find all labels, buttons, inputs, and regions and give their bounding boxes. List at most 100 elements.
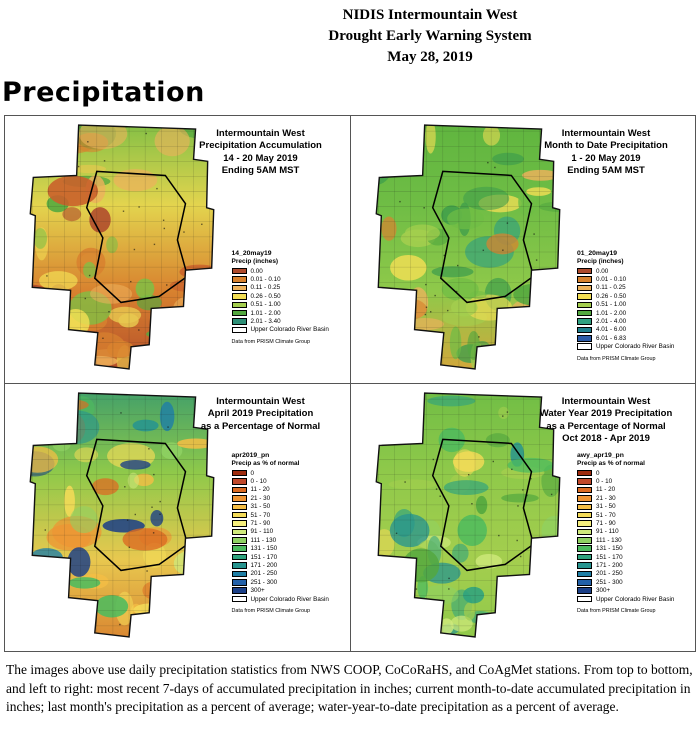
legend-rows: 0.00 0.01 - 0.10 0.11 - 0.25 0.26 - 0.50 0.5… bbox=[577, 267, 681, 343]
legend-row: 71 - 90 bbox=[231, 519, 336, 528]
legend-row: 0.51 - 1.00 bbox=[577, 301, 681, 309]
legend-row: 11 - 20 bbox=[231, 486, 336, 494]
legend-entry-label: 91 - 110 bbox=[250, 528, 274, 536]
legend-basin-label: Upper Colorado River Basin bbox=[250, 595, 329, 603]
legend-row: 91 - 110 bbox=[577, 528, 681, 536]
legend-entry-label: 51 - 70 bbox=[596, 511, 616, 519]
legend-basin-swatch bbox=[231, 326, 247, 334]
legend-source: Data from PRISM Climate Group bbox=[231, 339, 311, 346]
map-title-line: Ending 5AM MST bbox=[221, 165, 300, 177]
legend-swatch bbox=[577, 562, 592, 569]
legend-label: Precip as % of normal bbox=[577, 460, 645, 467]
legend-row: 1.01 - 2.00 bbox=[577, 309, 681, 317]
legend-source: Data from PRISM Climate Group bbox=[231, 608, 311, 615]
map-panel: Intermountain West Precipitation Accumula… bbox=[5, 116, 350, 383]
legend-entry-label: 300+ bbox=[250, 587, 265, 595]
legend-basin-row: Upper Colorado River Basin bbox=[577, 343, 681, 351]
legend-swatch bbox=[231, 309, 247, 317]
map-title-line: Intermountain West bbox=[216, 396, 305, 407]
legend-entry-label: 201 - 250 bbox=[250, 570, 278, 578]
legend-swatch bbox=[231, 545, 247, 552]
legend-swatch bbox=[577, 276, 592, 283]
legend-entry-label: 6.01 - 6.83 bbox=[596, 334, 627, 342]
legend-row: 2.01 - 4.00 bbox=[577, 317, 681, 325]
map-title-line: Water Year 2019 Precipitation bbox=[539, 408, 673, 420]
legend-swatch bbox=[577, 318, 592, 325]
map-panel: Intermountain West Month to Date Precipit… bbox=[350, 116, 695, 383]
section-title: Precipitation bbox=[2, 77, 205, 108]
legend-swatch bbox=[577, 284, 592, 292]
precipitation-map bbox=[29, 124, 215, 370]
precipitation-map bbox=[29, 392, 215, 638]
legend-swatch bbox=[231, 511, 247, 519]
map-title: Intermountain West April 2019 Precipitati… bbox=[180, 396, 342, 433]
legend-row: 111 - 130 bbox=[577, 536, 681, 544]
legend-swatch bbox=[577, 570, 592, 578]
legend-swatch bbox=[231, 570, 247, 578]
header-line-1: NIDIS Intermountain West bbox=[342, 7, 518, 23]
map-panel: Intermountain West Water Year 2019 Precip… bbox=[350, 384, 695, 651]
legend-swatch bbox=[231, 293, 247, 300]
legend-entry-label: 131 - 150 bbox=[596, 545, 623, 553]
legend-row: 91 - 110 bbox=[231, 528, 336, 536]
map-title-line: 14 - 20 May 2019 bbox=[223, 152, 298, 164]
legend-swatch bbox=[577, 587, 592, 594]
legend-entry-label: 251 - 300 bbox=[596, 578, 623, 586]
legend-swatch bbox=[231, 495, 247, 502]
legend-entry-label: 201 - 250 bbox=[596, 570, 623, 578]
legend-entry-label: 0.00 bbox=[596, 267, 609, 275]
legend-row: 131 - 150 bbox=[231, 545, 336, 553]
legend-swatch bbox=[577, 335, 592, 342]
legend-row: 131 - 150 bbox=[577, 545, 681, 553]
legend-basin-row: Upper Colorado River Basin bbox=[231, 326, 336, 334]
legend-row: 31 - 50 bbox=[231, 503, 336, 511]
legend-entry-label: 71 - 90 bbox=[250, 520, 271, 528]
legend-entry-label: 0.51 - 1.00 bbox=[250, 301, 281, 309]
legend-row: 0.26 - 0.50 bbox=[577, 292, 681, 300]
legend-row: 151 - 170 bbox=[231, 553, 336, 561]
legend-row: 300+ bbox=[231, 586, 336, 595]
legend-entry-label: 171 - 200 bbox=[250, 561, 278, 569]
legend-row: 2.01 - 3.40 bbox=[231, 317, 336, 325]
map-title-line: Ending 5AM MST bbox=[567, 165, 645, 177]
legend-entry-label: 151 - 170 bbox=[596, 553, 623, 561]
legend-entry-label: 111 - 130 bbox=[596, 536, 622, 544]
legend-row: 0.11 - 0.25 bbox=[231, 284, 336, 292]
legend-swatch bbox=[231, 478, 247, 485]
legend-row: 0.26 - 0.50 bbox=[231, 292, 336, 300]
legend-entry-label: 0 - 10 bbox=[250, 478, 267, 486]
legend-entry-label: 0 bbox=[596, 469, 600, 477]
header-line-3: May 28, 2019 bbox=[387, 49, 473, 65]
legend-swatch bbox=[231, 503, 247, 510]
legend-swatch bbox=[231, 579, 247, 586]
legend-entry-label: 11 - 20 bbox=[596, 486, 616, 494]
legend-entry-label: 251 - 300 bbox=[250, 578, 278, 586]
legend-swatch bbox=[231, 528, 247, 536]
legend-row: 21 - 30 bbox=[577, 494, 681, 502]
legend-entry-label: 171 - 200 bbox=[596, 561, 623, 569]
legend-row: 300+ bbox=[577, 586, 681, 594]
legend-swatch bbox=[231, 486, 247, 494]
legend-swatch bbox=[231, 553, 247, 561]
legend-entry-label: 31 - 50 bbox=[250, 503, 271, 511]
legend-entry-label: 0.01 - 0.10 bbox=[596, 276, 627, 284]
legend-swatch bbox=[577, 478, 592, 485]
legend-row: 51 - 70 bbox=[231, 511, 336, 519]
map-panel: Intermountain West April 2019 Precipitati… bbox=[5, 384, 350, 651]
legend-basin-swatch bbox=[577, 595, 592, 603]
legend-entry-label: 1.01 - 2.00 bbox=[250, 309, 281, 317]
legend-basin-label: Upper Colorado River Basin bbox=[596, 343, 675, 351]
caption: The images above use daily precipitation… bbox=[6, 662, 693, 715]
map-legend: 14_20may19 Precip (inches) 0.00 0.01 - 0.… bbox=[231, 250, 336, 346]
legend-entry-label: 71 - 90 bbox=[596, 520, 616, 528]
legend-basin-swatch bbox=[577, 343, 592, 350]
precipitation-map bbox=[375, 124, 560, 370]
legend-label: Precip as % of normal bbox=[231, 460, 300, 467]
map-title-line: April 2019 Precipitation bbox=[207, 408, 314, 420]
legend-row: 21 - 30 bbox=[231, 494, 336, 502]
legend-row: 51 - 70 bbox=[577, 511, 681, 519]
legend-swatch bbox=[231, 469, 247, 477]
